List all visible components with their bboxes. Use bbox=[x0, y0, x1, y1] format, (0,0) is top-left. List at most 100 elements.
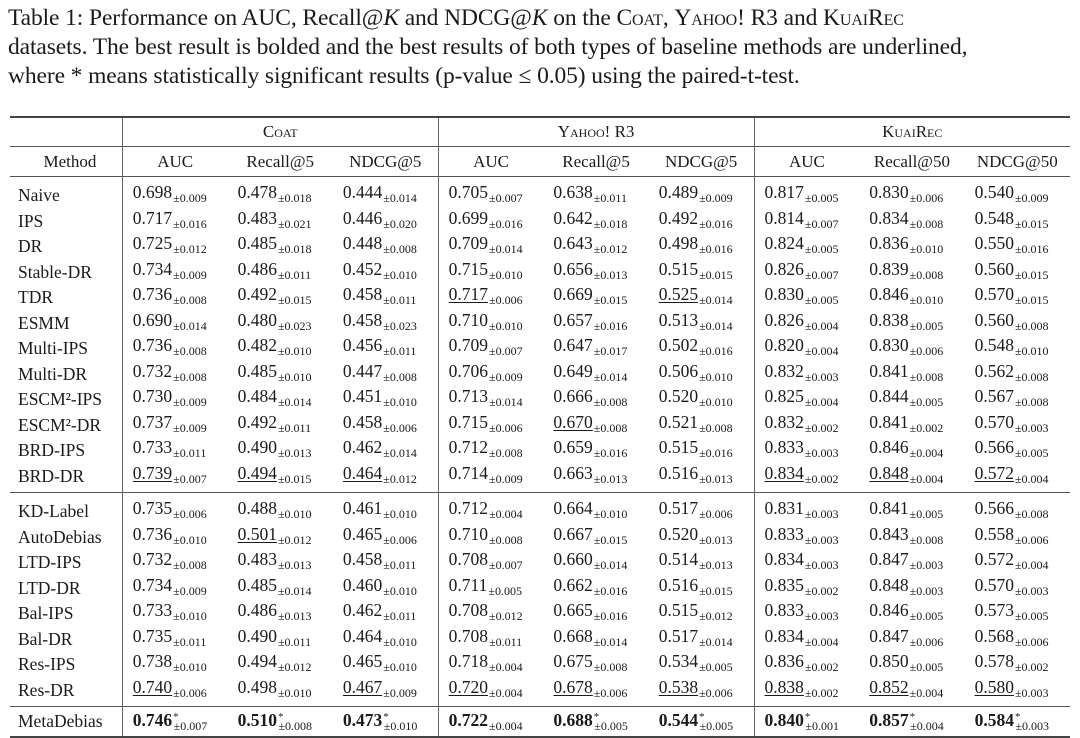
metric-cell: 0.483±0.021 bbox=[228, 208, 333, 235]
metric-value: 0.708 bbox=[448, 549, 489, 569]
metric-cell: 0.852±0.004 bbox=[859, 677, 964, 707]
metric-cell: 0.836±0.010 bbox=[859, 233, 964, 260]
std-dev: ±0.012 bbox=[593, 242, 628, 256]
metric-value: 0.663 bbox=[553, 462, 593, 483]
caption-dataset-kuairec: KuaiRec bbox=[823, 5, 904, 31]
std-dev: ±0.010 bbox=[173, 532, 207, 547]
std-dev: ±0.011 bbox=[383, 344, 417, 358]
caption-k: K bbox=[383, 5, 399, 31]
std-dev: ±0.008 bbox=[173, 558, 207, 572]
metric-value: 0.846 bbox=[869, 437, 909, 457]
std-dev: ±0.014 bbox=[277, 583, 312, 598]
std-dev: ±0.014 bbox=[489, 395, 523, 409]
metric-value: 0.710 bbox=[448, 523, 489, 544]
metric-cell: 0.720±0.004 bbox=[437, 677, 544, 707]
metric-value: 0.736 bbox=[132, 523, 173, 544]
metric-cell: 0.833±0.003 bbox=[753, 600, 860, 627]
metric-value: 0.568 bbox=[974, 625, 1014, 646]
std-dev: ±0.003 bbox=[1014, 420, 1049, 435]
std-dev: ±0.016 bbox=[699, 216, 733, 231]
baseline-group-1: Naive 0.698±0.009 0.478±0.018 0.444±0.014 0.… bbox=[10, 176, 1070, 493]
metric-cell: 0.478±0.018 bbox=[227, 176, 333, 209]
std-dev: ±0.008 bbox=[909, 267, 944, 282]
metric-value: 0.675 bbox=[553, 651, 593, 671]
metric-cell: 0.699±0.016 bbox=[437, 208, 544, 234]
metric-cell: 0.666±0.008 bbox=[543, 386, 648, 413]
table-row: IPS 0.717±0.016 0.483±0.021 0.446±0.020 0.69… bbox=[10, 208, 1070, 235]
metric-value: 0.736 bbox=[132, 284, 173, 304]
std-dev: ±0.006 bbox=[1014, 532, 1049, 547]
std-dev: ±0.010 bbox=[383, 718, 418, 733]
metric-cell: 0.649±0.014 bbox=[543, 361, 648, 388]
metric-cell: 0.560±0.008 bbox=[965, 310, 1070, 337]
metric-cell: 0.506±0.010 bbox=[649, 361, 754, 388]
metric-value: 0.831 bbox=[764, 498, 804, 518]
std-dev: ±0.005 bbox=[699, 660, 733, 674]
std-dev: ±0.010 bbox=[277, 685, 312, 700]
std-dev: ±0.005 bbox=[909, 507, 944, 521]
metric-cell: 0.715±0.010 bbox=[437, 259, 544, 285]
std-dev: ±0.006 bbox=[173, 507, 207, 521]
metric-cell: 0.835±0.002 bbox=[753, 575, 860, 601]
std-dev: ±0.008 bbox=[1014, 318, 1049, 333]
metric-cell: 0.830±0.006 bbox=[859, 176, 965, 209]
table-row: ESCM²-DR 0.737±0.009 0.492±0.011 0.458±0.00… bbox=[10, 412, 1070, 439]
metric-value: 0.517 bbox=[658, 498, 699, 518]
caption-text: and NDCG@ bbox=[398, 5, 532, 31]
std-dev: ±0.005 bbox=[909, 660, 944, 674]
metric-value: 0.735 bbox=[132, 625, 173, 646]
metric-value: 0.668 bbox=[553, 625, 593, 646]
std-dev: ±0.013 bbox=[277, 609, 312, 623]
metric-cell: 0.826±0.007 bbox=[753, 259, 860, 285]
metric-cell: 0.548±0.010 bbox=[965, 335, 1070, 362]
table-row: BRD-DR 0.739±0.007 0.494±0.015 0.464±0.012 0… bbox=[10, 462, 1070, 493]
metric-value: 0.570 bbox=[974, 574, 1014, 595]
table-row: Multi-DR 0.732±0.008 0.485±0.010 0.447±0.00… bbox=[10, 360, 1070, 388]
std-dev: ±0.010 bbox=[1014, 344, 1049, 358]
std-dev: ±0.013 bbox=[593, 267, 628, 282]
metric-value: 0.458 bbox=[342, 284, 383, 304]
metric-cell: 0.517±0.006 bbox=[648, 492, 755, 525]
metric-cell: 0.710±0.008 bbox=[437, 523, 544, 550]
metric-value: 0.746 bbox=[132, 709, 173, 730]
metric-value: 0.490 bbox=[237, 437, 277, 457]
metric-cell: 0.814±0.007 bbox=[753, 208, 860, 234]
std-dev: ±0.010 bbox=[173, 660, 207, 674]
std-dev: ±0.004 bbox=[909, 446, 944, 460]
std-dev: ±0.012 bbox=[277, 660, 312, 674]
std-dev: ±0.011 bbox=[489, 634, 523, 649]
table-row: LTD-IPS 0.732±0.008 0.483±0.013 0.458±0.011… bbox=[10, 549, 1070, 576]
method-name: Bal-DR bbox=[18, 628, 73, 649]
metric-cell: 0.739±0.007 bbox=[121, 463, 228, 493]
std-dev: ±0.014 bbox=[489, 242, 523, 256]
metric-cell: 0.643±0.012 bbox=[543, 233, 648, 260]
metric-cell: 0.834±0.003 bbox=[753, 549, 860, 576]
metric-cell: 0.456±0.011 bbox=[333, 335, 438, 362]
metric-cell: 0.568±0.006 bbox=[965, 625, 1070, 653]
metric-value: 0.494 bbox=[237, 651, 277, 671]
metric-value: 0.452 bbox=[342, 258, 383, 279]
metric-value: 0.562 bbox=[974, 360, 1014, 381]
std-dev: ±0.014 bbox=[383, 446, 417, 460]
std-dev: ±0.018 bbox=[277, 191, 312, 205]
std-dev: ±0.018 bbox=[277, 242, 312, 256]
caption-text: and bbox=[777, 5, 824, 31]
metric-cell: 0.514±0.013 bbox=[649, 549, 754, 576]
metric-cell: 0.464±0.010 bbox=[333, 626, 438, 653]
std-dev: ±0.006 bbox=[699, 507, 733, 521]
method-name: DR bbox=[18, 236, 43, 256]
std-dev: ±0.016 bbox=[699, 242, 733, 256]
metric-cell: 0.857*±0.004 bbox=[859, 706, 965, 738]
metric-cell: 0.494±0.015 bbox=[228, 463, 333, 493]
std-dev: ±0.013 bbox=[699, 471, 733, 486]
metric-cell: 0.660±0.014 bbox=[543, 549, 648, 576]
metric-cell: 0.573±0.005 bbox=[965, 600, 1070, 627]
metric-cell: 0.485±0.014 bbox=[228, 575, 333, 602]
metric-cell: 0.566±0.005 bbox=[965, 437, 1070, 464]
table-row: Stable-DR 0.734±0.009 0.486±0.011 0.452±0.0… bbox=[10, 258, 1070, 285]
metric-cell: 0.718±0.004 bbox=[437, 651, 544, 678]
metric-cell: 0.458±0.006 bbox=[333, 412, 438, 439]
metric-cell: 0.485±0.018 bbox=[228, 233, 333, 260]
std-dev: ±0.006 bbox=[383, 420, 417, 435]
std-dev: ±0.008 bbox=[489, 532, 523, 547]
